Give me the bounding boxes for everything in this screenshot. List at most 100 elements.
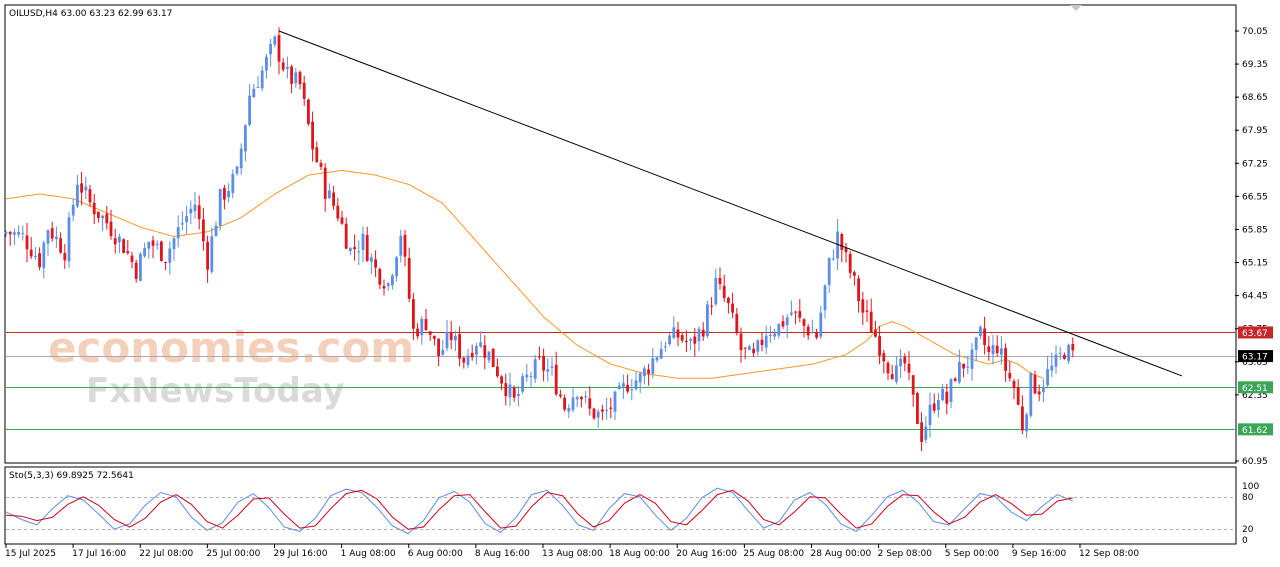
svg-text:63.67: 63.67 <box>1242 329 1268 339</box>
candle <box>840 232 844 263</box>
candle <box>256 75 260 89</box>
candle <box>407 247 411 303</box>
candle <box>714 268 718 307</box>
price-tick-label: 62.35 <box>1242 391 1268 401</box>
price-tick-label: 67.95 <box>1242 126 1268 136</box>
watermark-fxnewstoday: FxNewsToday <box>86 371 345 411</box>
candle <box>479 331 482 348</box>
stochastic-tick-label: 20 <box>1242 525 1254 535</box>
candle <box>1050 352 1054 377</box>
symbol-info-label: OILUSD,H4 63.00 63.23 62.99 63.17 <box>9 9 172 19</box>
candle <box>743 347 747 360</box>
candle <box>970 343 974 381</box>
candle <box>139 251 142 281</box>
candle <box>361 226 365 263</box>
candle <box>974 337 978 362</box>
candle <box>924 416 928 444</box>
candle <box>865 299 869 322</box>
candle <box>424 309 428 331</box>
trendline-group[interactable] <box>278 30 1183 377</box>
candle <box>353 234 356 261</box>
candle <box>143 242 146 258</box>
candle <box>164 261 167 271</box>
candle <box>265 53 268 79</box>
candle <box>718 267 722 290</box>
candle <box>802 318 806 338</box>
candle <box>575 395 579 408</box>
candle <box>8 230 12 246</box>
candle <box>911 374 915 407</box>
candle <box>449 320 453 350</box>
price-tick-label: 65.15 <box>1242 259 1268 269</box>
candle <box>664 341 667 352</box>
time-tick-label: 1 Aug 08:00 <box>341 549 396 559</box>
candle <box>689 337 692 351</box>
chart-shift-marker-icon[interactable] <box>1070 5 1082 11</box>
candle <box>525 364 529 382</box>
candle <box>365 226 369 262</box>
candle <box>508 372 512 407</box>
candle <box>958 349 961 385</box>
price-tick-label: 63.05 <box>1242 358 1268 368</box>
candle <box>202 207 205 251</box>
candle <box>752 342 755 358</box>
time-tick-label: 5 Sep 00:00 <box>945 549 1000 559</box>
candle <box>496 358 499 378</box>
descending-trendline[interactable] <box>278 30 1183 377</box>
candle <box>319 159 323 171</box>
candle <box>71 198 75 222</box>
candle <box>252 83 256 98</box>
time-tick-label: 20 Aug 16:00 <box>676 549 737 559</box>
candle <box>853 270 856 286</box>
candle <box>491 348 495 368</box>
candle <box>307 98 310 126</box>
candle <box>67 211 71 268</box>
price-tick-label: 64.45 <box>1242 292 1268 302</box>
candle <box>399 229 403 263</box>
candle <box>84 176 88 200</box>
candle <box>676 321 680 346</box>
candle <box>55 226 58 248</box>
candle <box>962 363 965 378</box>
candle <box>966 355 970 375</box>
candle <box>844 242 848 263</box>
candle <box>790 300 793 317</box>
candle <box>601 404 604 421</box>
candle <box>979 325 982 340</box>
time-tick-label: 18 Aug 00:00 <box>609 549 670 559</box>
candle <box>517 386 520 407</box>
candle <box>349 247 352 256</box>
candle <box>1071 337 1075 358</box>
time-tick-label: 8 Aug 16:00 <box>475 549 530 559</box>
time-tick-label: 28 Aug 00:00 <box>811 549 872 559</box>
candle <box>794 310 797 325</box>
candle <box>781 315 785 329</box>
candle <box>848 250 852 279</box>
candle <box>294 67 298 88</box>
stochastic-main-line <box>5 487 1073 535</box>
candle <box>168 241 172 275</box>
candle <box>832 249 835 261</box>
candle <box>638 371 642 394</box>
candle <box>890 364 894 380</box>
candle <box>1042 379 1045 403</box>
candle <box>588 386 592 416</box>
candle <box>244 124 247 162</box>
candle <box>97 211 100 223</box>
candle <box>655 355 659 363</box>
candle <box>895 356 898 385</box>
candle <box>433 335 436 346</box>
candle <box>155 240 159 250</box>
price-tick-label: 68.65 <box>1242 93 1268 103</box>
candle <box>113 228 117 254</box>
candle <box>260 65 264 92</box>
candle <box>630 378 634 401</box>
candle <box>412 293 415 341</box>
candle <box>941 384 944 402</box>
resistance-badge: 63.67 <box>1238 326 1273 339</box>
candle <box>995 335 999 357</box>
candle <box>1012 378 1016 400</box>
candle <box>378 267 382 290</box>
candle <box>785 313 789 339</box>
